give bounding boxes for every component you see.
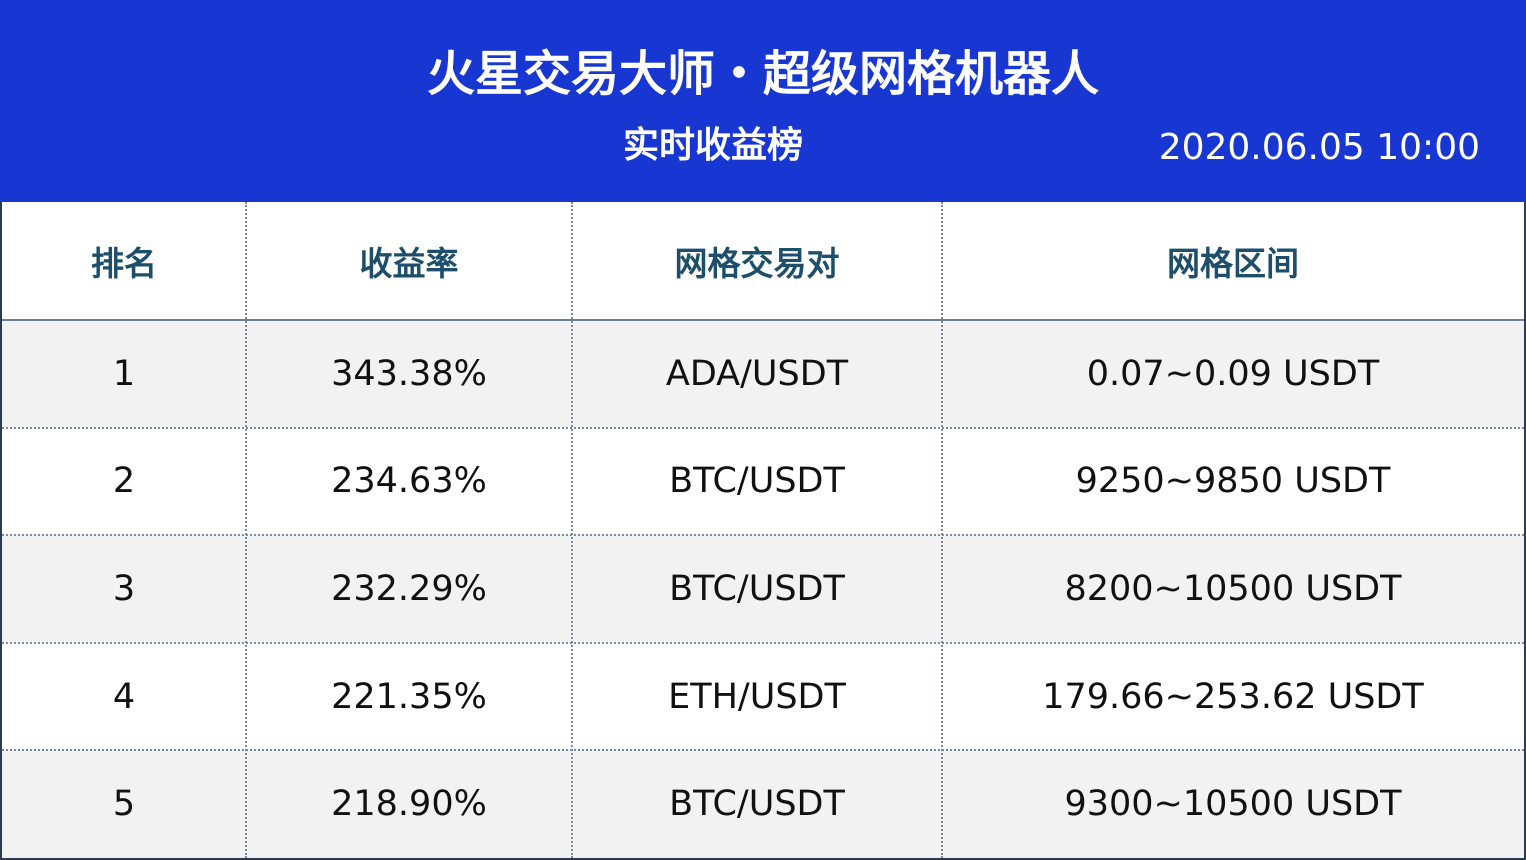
ranking-table: 排名 收益率 网格交易对 网格区间 1 343.38% ADA/USDT 0.07~0.09 … [0, 202, 1526, 860]
header-divider [2, 319, 1524, 321]
table-cell: 234.63% [331, 461, 487, 502]
table-cell: ADA/USDT [665, 353, 849, 394]
table-cell: 9250~9850 USDT [1075, 461, 1391, 502]
row-background [2, 750, 1524, 858]
table-cell: BTC/USDT [669, 568, 845, 609]
header: 火星交易大师・超级网格机器人 实时收益榜 2020.06.05 10:00 [0, 0, 1526, 202]
table-cell: 4 [112, 676, 136, 717]
row-divider [2, 641, 1524, 644]
row-background [2, 642, 1524, 751]
table-cell: 218.90% [331, 784, 487, 825]
table-cell: 0.07~0.09 USDT [1086, 353, 1380, 394]
table-cell: 2 [112, 461, 136, 502]
row-background [2, 427, 1524, 536]
column-divider [245, 202, 247, 858]
table-cell: 179.66~253.62 USDT [1042, 676, 1424, 717]
table-cell: BTC/USDT [669, 784, 845, 825]
table-cell: 232.29% [331, 568, 487, 609]
timestamp: 2020.06.05 10:00 [1158, 127, 1480, 168]
table-cell: 9300~10500 USDT [1064, 784, 1402, 825]
table-cell: 343.38% [331, 353, 487, 394]
row-background [2, 535, 1524, 643]
table-cell: 3 [112, 568, 136, 609]
column-header: 收益率 [359, 244, 459, 283]
column-divider [941, 202, 943, 858]
table-cell: 5 [112, 784, 136, 825]
row-divider [2, 426, 1524, 429]
row-divider [2, 749, 1524, 752]
row-divider [2, 534, 1524, 537]
row-background [2, 320, 1524, 428]
title: 火星交易大师・超级网格机器人 [426, 46, 1099, 102]
table-cell: BTC/USDT [669, 461, 845, 502]
table-cell: 221.35% [331, 676, 487, 717]
column-header: 网格交易对 [674, 244, 840, 283]
column-header: 网格区间 [1167, 244, 1299, 283]
table-cell: 1 [112, 353, 136, 394]
column-header: 排名 [91, 244, 157, 283]
table-cell: ETH/USDT [668, 676, 846, 717]
table-cell: 8200~10500 USDT [1064, 568, 1402, 609]
column-divider [571, 202, 573, 858]
subtitle: 实时收益榜 [622, 125, 803, 166]
